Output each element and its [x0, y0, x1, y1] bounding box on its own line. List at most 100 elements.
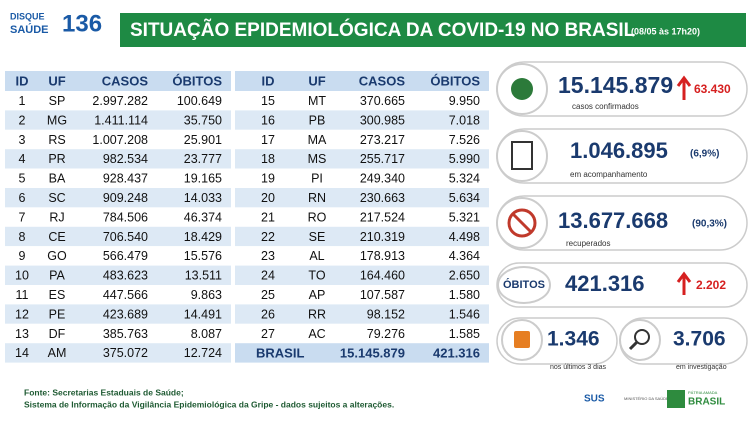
table-cell: 1: [19, 94, 26, 108]
logo-box: [6, 10, 106, 40]
table-cell: 98.152: [367, 307, 405, 321]
column-header: CASOS: [102, 73, 149, 88]
virus-core: [511, 78, 533, 100]
table-cell: 9: [19, 249, 26, 263]
table-cell: 12: [15, 307, 29, 321]
column-header: CASOS: [359, 73, 406, 88]
table-cell: 46.374: [184, 210, 222, 224]
prohibited-slash: [511, 212, 533, 234]
flag-logo: [667, 390, 685, 408]
column-header: ÓBITOS: [430, 73, 480, 88]
table-cell: AL: [309, 249, 324, 263]
deaths-value: 421.316: [565, 271, 645, 296]
table-cell: MG: [47, 113, 67, 127]
table-cell: 100.649: [177, 94, 222, 108]
table-cell: GO: [47, 249, 67, 263]
title: SITUAÇÃO EPIDEMIOLÓGICA DA COVID-19 NO B…: [130, 19, 636, 41]
table-cell: 423.689: [103, 307, 148, 321]
table-cell: 375.072: [103, 346, 148, 360]
table-cell: 9.950: [449, 94, 480, 108]
table-row: [5, 149, 231, 169]
column-header: UF: [308, 73, 325, 88]
table-cell: 300.985: [360, 113, 405, 127]
prohibited-sign: [507, 208, 537, 238]
monitoring-percent: (6,9%): [690, 149, 719, 160]
table-cell: 18: [261, 152, 275, 166]
table-cell: RS: [48, 133, 65, 147]
date: (08/05 às 17h20): [631, 26, 700, 36]
table-cell: 483.623: [103, 269, 148, 283]
recovered-label: recuperados: [566, 239, 610, 248]
logo-sus: SUS: [584, 394, 605, 405]
table-cell: 249.340: [360, 172, 405, 186]
table-cell: RN: [308, 191, 326, 205]
table-cell: 255.717: [360, 152, 405, 166]
table-cell: 26: [261, 307, 275, 321]
column-header: ID: [16, 73, 29, 88]
table-cell: 19: [261, 172, 275, 186]
source-line: Sistema de Informação da Vigilância Epid…: [24, 399, 394, 409]
table-row: [235, 285, 489, 305]
table-row: [235, 246, 489, 266]
table-cell: 16: [261, 113, 275, 127]
table-cell: 107.587: [360, 288, 405, 302]
table-cell: 230.663: [360, 191, 405, 205]
total-cell: 421.316: [433, 345, 480, 360]
table-cell: AC: [308, 327, 325, 341]
total-row: [235, 343, 489, 363]
recovered-value: 13.677.668: [558, 208, 668, 233]
table-cell: 928.437: [103, 172, 148, 186]
clipboard: [511, 141, 533, 170]
table-header-row: [235, 71, 489, 91]
table-row: [5, 323, 231, 344]
table-cell: 13.511: [185, 269, 222, 283]
table-cell: 3: [19, 133, 26, 147]
table-cell: 2: [19, 113, 26, 127]
table-cell: 25.901: [184, 133, 222, 147]
table-row: [5, 246, 231, 266]
column-header: UF: [48, 73, 65, 88]
recovered-percent: (90,3%): [692, 219, 727, 230]
table-row: [235, 110, 489, 130]
table-cell: PE: [49, 307, 66, 321]
table-row: [235, 188, 489, 208]
table-header-row: [5, 71, 231, 91]
investigation-value: 3.706: [673, 328, 726, 351]
table-cell: 5.321: [449, 210, 480, 224]
table-cell: 18.429: [184, 230, 222, 244]
column-header: ID: [262, 73, 275, 88]
magnifier: [634, 329, 650, 345]
table-row: [5, 168, 231, 188]
table-cell: PB: [309, 113, 326, 127]
table-row: [235, 265, 489, 285]
table-cell: 1.007.208: [92, 133, 148, 147]
table-cell: 273.217: [360, 133, 405, 147]
arrow-up: [676, 75, 692, 100]
table-cell: 447.566: [103, 288, 148, 302]
table-cell: 19.165: [184, 172, 222, 186]
table-cell: 566.479: [103, 249, 148, 263]
table-cell: 217.524: [360, 210, 405, 224]
confirmed-value: 15.145.879: [558, 72, 673, 98]
table-row: [5, 129, 231, 150]
column-header: ÓBITOS: [172, 73, 222, 88]
recent-value: 1.346: [547, 328, 600, 351]
table-cell: AP: [309, 288, 326, 302]
table-cell: 8.087: [191, 327, 222, 341]
table-cell: 4.364: [449, 249, 480, 263]
table-row: [235, 226, 489, 247]
table-row: [5, 343, 231, 363]
table-cell: 7: [19, 210, 26, 224]
table-row: [235, 149, 489, 169]
title-bar: [120, 13, 746, 47]
table-cell: 4.498: [449, 230, 480, 244]
table-cell: 784.506: [103, 210, 148, 224]
magnifier-icon: [619, 319, 661, 361]
table-cell: AM: [48, 346, 67, 360]
table-cell: 12.724: [184, 346, 222, 360]
calendar: [514, 331, 530, 348]
table-cell: MT: [308, 94, 326, 108]
table-cell: 178.913: [360, 249, 405, 263]
